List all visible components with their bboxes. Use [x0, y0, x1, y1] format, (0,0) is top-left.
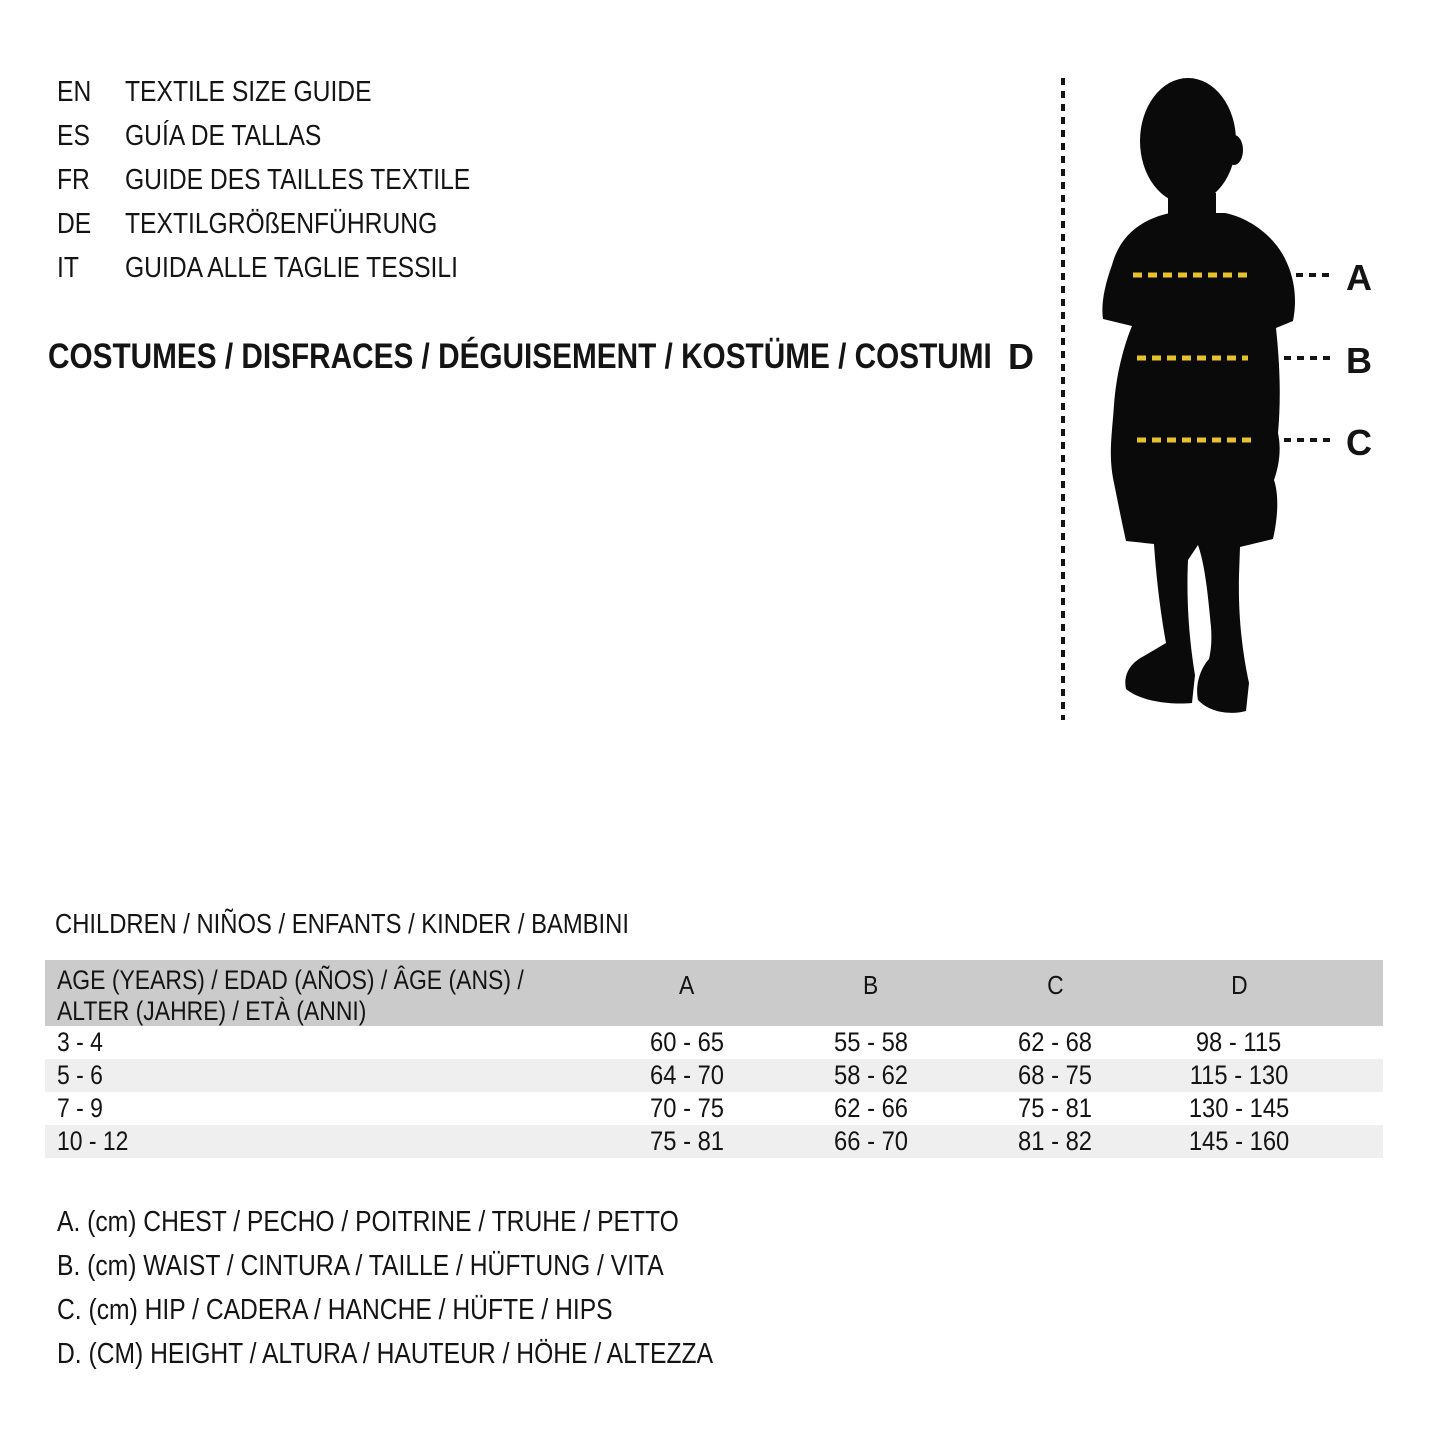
measure-label-c: C — [1346, 422, 1372, 463]
lang-title: TEXTILE SIZE GUIDE — [125, 75, 372, 108]
waist-cell: 62 - 66 — [834, 1093, 908, 1123]
hip-cell: 62 - 68 — [1018, 1027, 1092, 1057]
lang-code: IT — [57, 251, 79, 284]
lang-code: EN — [57, 75, 92, 108]
lang-row-en: EN TEXTILE SIZE GUIDE — [57, 70, 543, 114]
chest-cell: 70 - 75 — [650, 1093, 724, 1123]
age-cell: 5 - 6 — [57, 1060, 103, 1090]
lang-code: ES — [57, 119, 90, 152]
height-cell: 98 - 115 — [1196, 1027, 1282, 1057]
height-cell: 145 - 160 — [1188, 1126, 1290, 1156]
measurement-diagram: D A B C — [1008, 78, 1372, 720]
lang-row-de: DE TEXTILGRÖßENFÜHRUNG — [57, 202, 543, 246]
hip-cell: 81 - 82 — [1018, 1126, 1092, 1156]
hip-cell: 75 - 81 — [1018, 1093, 1092, 1123]
hip-cell: 68 - 75 — [1018, 1060, 1092, 1090]
height-dotted-line — [1061, 78, 1065, 720]
category-title: COSTUMES / DISFRACES / DÉGUISEMENT / KOS… — [48, 337, 992, 376]
size-table: AGE (YEARS) / EDAD (AÑOS) / ÂGE (ANS) / … — [45, 960, 1383, 1158]
chest-cell: 60 - 65 — [650, 1027, 724, 1057]
age-column-header: AGE (YEARS) / EDAD (AÑOS) / ÂGE (ANS) / … — [45, 963, 595, 1026]
measure-lines — [1133, 272, 1330, 443]
height-cell: 115 - 130 — [1189, 1060, 1289, 1090]
column-header-a: A — [679, 970, 695, 1000]
chest-cell: 64 - 70 — [650, 1060, 724, 1090]
age-cell: 7 - 9 — [57, 1093, 103, 1123]
measurement-legend: A. (cm) CHEST / PECHO / POITRINE / TRUHE… — [57, 1200, 829, 1376]
lang-code: DE — [57, 207, 92, 240]
lang-title: GUIDE DES TAILLES TEXTILE — [125, 163, 471, 196]
height-cell: 130 - 145 — [1188, 1093, 1290, 1123]
waist-cell: 55 - 58 — [834, 1027, 908, 1057]
lang-row-fr: FR GUIDE DES TAILLES TEXTILE — [57, 158, 543, 202]
measure-label-d: D — [1008, 336, 1034, 377]
legend-height: D. (CM) HEIGHT / ALTURA / HAUTEUR / HÖHE… — [57, 1337, 714, 1370]
size-table-header: AGE (YEARS) / EDAD (AÑOS) / ÂGE (ANS) / … — [45, 960, 1383, 1026]
age-header-line1: AGE (YEARS) / EDAD (AÑOS) / ÂGE (ANS) / — [57, 965, 524, 995]
table-row: 10 - 12 75 - 81 66 - 70 81 - 82 145 - 16… — [45, 1125, 1383, 1158]
legend-hip: C. (cm) HIP / CADERA / HANCHE / HÜFTE / … — [57, 1293, 613, 1326]
table-row: 5 - 6 64 - 70 58 - 62 68 - 75 115 - 130 — [45, 1059, 1383, 1092]
lang-title: TEXTILGRÖßENFÜHRUNG — [125, 207, 438, 240]
lang-row-es: ES GUÍA DE TALLAS — [57, 114, 543, 158]
children-section-title: CHILDREN / NIÑOS / ENFANTS / KINDER / BA… — [55, 908, 629, 939]
table-row: 3 - 4 60 - 65 55 - 58 62 - 68 98 - 115 — [45, 1026, 1383, 1059]
lang-code: FR — [57, 163, 90, 196]
waist-cell: 58 - 62 — [834, 1060, 908, 1090]
measure-label-b: B — [1346, 340, 1372, 381]
age-cell: 10 - 12 — [57, 1126, 129, 1156]
language-title-list: EN TEXTILE SIZE GUIDE ES GUÍA DE TALLAS … — [57, 70, 543, 290]
measure-label-a: A — [1346, 257, 1372, 298]
column-header-d: D — [1230, 970, 1248, 1000]
lang-title: GUÍA DE TALLAS — [125, 119, 322, 152]
age-header-line2: ALTER (JAHRE) / ETÀ (ANNI) — [57, 996, 367, 1026]
lang-row-it: IT GUIDA ALLE TAGLIE TESSILI — [57, 246, 543, 290]
child-silhouette-figure — [1102, 78, 1330, 713]
waist-cell: 66 - 70 — [834, 1126, 908, 1156]
legend-waist: B. (cm) WAIST / CINTURA / TAILLE / HÜFTU… — [57, 1249, 664, 1282]
age-cell: 3 - 4 — [57, 1027, 103, 1057]
legend-chest: A. (cm) CHEST / PECHO / POITRINE / TRUHE… — [57, 1205, 679, 1238]
column-header-b: B — [863, 970, 879, 1000]
chest-cell: 75 - 81 — [650, 1126, 724, 1156]
column-header-c: C — [1046, 970, 1064, 1000]
lang-title: GUIDA ALLE TAGLIE TESSILI — [125, 251, 458, 284]
table-row: 7 - 9 70 - 75 62 - 66 75 - 81 130 - 145 — [45, 1092, 1383, 1125]
